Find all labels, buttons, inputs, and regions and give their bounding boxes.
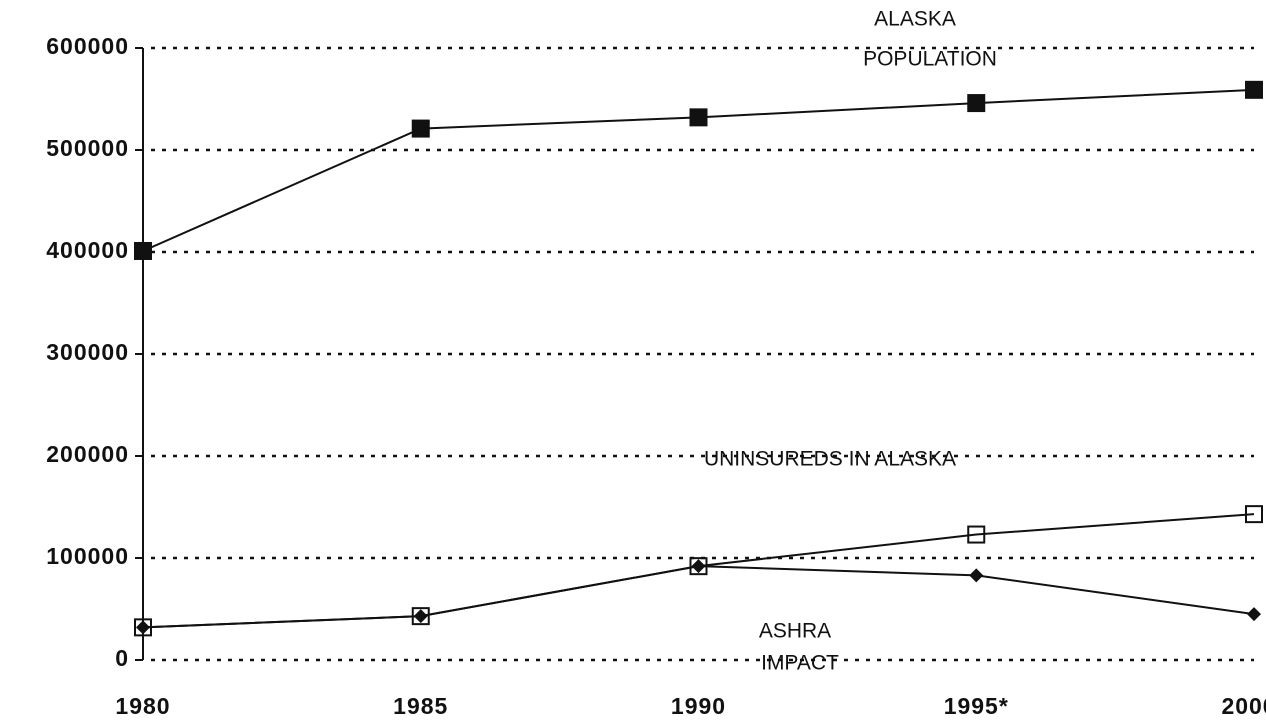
marker	[689, 108, 708, 127]
y-tick-label: 200000	[46, 441, 129, 467]
annotation: ASHRA	[759, 620, 831, 643]
y-tick-label: 400000	[46, 237, 129, 263]
marker	[1247, 607, 1261, 622]
marker	[967, 94, 986, 113]
y-tick-label: 100000	[46, 543, 129, 569]
marker	[691, 559, 706, 574]
annotation: UNINSUREDS IN ALASKA	[704, 448, 956, 471]
marker	[136, 620, 150, 635]
y-tick-label: 600000	[46, 33, 129, 59]
x-tick-label: 1985	[393, 693, 448, 719]
x-tick-label: 1980	[115, 693, 170, 719]
marker	[969, 568, 984, 583]
annotation: POPULATION	[863, 48, 997, 71]
x-tick-label: 2000*	[1221, 693, 1266, 719]
annotation: ALASKA	[874, 8, 956, 31]
y-tick-label: 300000	[46, 339, 129, 365]
line	[142, 565, 1255, 629]
marker	[134, 241, 152, 260]
marker	[413, 609, 428, 624]
x-tick-label: 1990	[671, 693, 726, 719]
marker	[1245, 80, 1263, 99]
y-tick-label: 0	[115, 645, 129, 671]
x-tick-label: 1995*	[944, 693, 1009, 719]
marker	[1245, 505, 1263, 524]
y-tick-label: 500000	[46, 135, 129, 161]
marker	[411, 119, 430, 138]
marker	[967, 525, 986, 544]
annotation: IMPACT	[761, 652, 839, 675]
